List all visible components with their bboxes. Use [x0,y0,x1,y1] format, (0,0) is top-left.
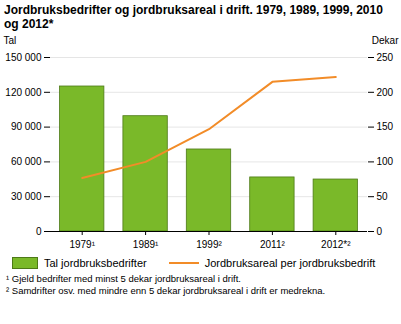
svg-text:50: 50 [377,191,389,202]
svg-text:Dekar: Dekar [372,35,399,46]
svg-text:1989¹: 1989¹ [133,239,159,250]
html-text:² Samdrifter osv. med mindre e: ² Samdrifter osv. med mindre enn 5 dekar… [6,285,326,296]
html-text:Tal jordbruksbedrifter: Tal jordbruksbedrifter [44,257,147,269]
svg-text:Tal: Tal [4,35,17,46]
svg-text:120 000: 120 000 [5,87,42,98]
svg-text:30 000: 30 000 [11,191,42,202]
svg-text:1999²: 1999² [196,239,222,250]
svg-text:1979¹: 1979¹ [69,239,95,250]
svg-text:150: 150 [377,121,394,132]
svg-text:100: 100 [377,156,394,167]
svg-text:2012*²: 2012*² [321,239,351,250]
svg-text:200: 200 [377,87,394,98]
svg-text:0: 0 [377,226,383,237]
html-text:Jordbruksareal per jordbruksbe: Jordbruksareal per jordbruksbedrift [204,257,376,269]
html-text:Jordbruksbedrifter og jordbruk: Jordbruksbedrifter og jordbruksareal i d… [4,3,383,31]
svg-text:0: 0 [36,226,42,237]
svg-text:150 000: 150 000 [5,52,42,63]
svg-text:60 000: 60 000 [11,156,42,167]
svg-text:90 000: 90 000 [11,121,42,132]
svg-text:2011²: 2011² [260,239,286,250]
html-text:¹ Gjeld bedrifter med minst 5: ¹ Gjeld bedrifter med minst 5 dekar jord… [6,273,241,284]
svg-text:250: 250 [377,52,394,63]
